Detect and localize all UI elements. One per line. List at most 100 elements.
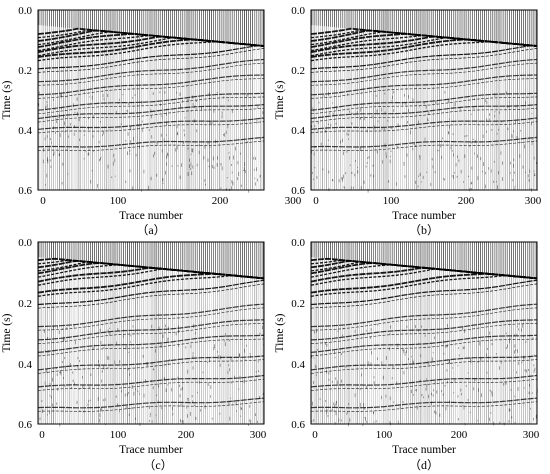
panel-a-noise-dot [205, 183, 206, 186]
panel-c-noise-dot [238, 388, 240, 390]
panel-c-noise-dot [259, 332, 261, 335]
panel-a-noise-dot [227, 124, 229, 129]
panel-c-noise-dot [257, 361, 259, 363]
panel-b-noise-dot [357, 166, 358, 169]
panel-d-xtick-2: 200 [451, 429, 468, 441]
panel-a-noise-dot [162, 178, 164, 182]
panel-d-noise-dot [460, 388, 462, 392]
panel-a-noise-dot [191, 171, 193, 176]
panel-c-noise-dot [107, 329, 109, 333]
panel-b-noise-dot [373, 174, 375, 178]
panel-c-noise-dot [192, 355, 194, 359]
panel-b-noise-dot [419, 154, 421, 157]
panel-d-noise-dot [404, 353, 406, 356]
panel-b-noise-dot [351, 171, 353, 175]
panel-d-noise-dot [481, 393, 482, 397]
panel-d-noise-dot [326, 409, 328, 413]
panel-b-noise-dot [340, 140, 341, 144]
panel-c-noise-dot [62, 338, 64, 342]
panel-c-noise-dot [133, 391, 135, 396]
panel-b-reflection-event [310, 44, 538, 70]
panel-c-noise-dot [187, 414, 188, 418]
panel-a-noise-dot [70, 123, 71, 126]
panel-d-reflection-event [310, 338, 538, 357]
panel-a-noise-dot [209, 146, 211, 148]
panel-a-noise-dot [90, 180, 92, 184]
panel-b-noise-dot [471, 181, 473, 185]
panel-c-noise-dot [64, 385, 66, 387]
panel-b-noise-dot [437, 149, 438, 151]
panel-b-noise-dot [515, 105, 517, 108]
panel-b-reflection-event [310, 62, 538, 86]
panel-d-noise-dot [518, 328, 519, 331]
panel-d-noise-dot [326, 369, 328, 374]
panel-b-noise-dot [454, 102, 456, 107]
panel-a-noise-dot [59, 133, 61, 137]
panel-b-noise-dot [360, 186, 362, 190]
panel-a-noise-dot [139, 145, 140, 149]
panel-a-noise-dot [161, 149, 163, 153]
panel-a-noise-dot [176, 91, 178, 94]
panel-b-noise-dot [453, 153, 454, 157]
panel-a-noise-dot [60, 95, 62, 99]
panel-d-noise-dot [442, 393, 444, 396]
panel-a-noise-dot [208, 165, 210, 168]
panel-d-noise-dot [524, 369, 526, 372]
panel-b-noise-dot [382, 160, 383, 164]
panel-a-noise-dot [134, 94, 136, 96]
panel-d-noise-dot [469, 411, 471, 413]
panel-d-noise-dot [532, 337, 534, 340]
panel-d-xtick-1: 100 [376, 429, 393, 441]
panel-c-noise-dot [163, 377, 165, 381]
panel-c-noise-dot [248, 324, 250, 326]
panel-c-noise-dot [164, 377, 165, 379]
panel-c-noise-dot [152, 386, 154, 390]
panel-b-noise-dot [385, 152, 387, 156]
panel-d-noise-dot [457, 395, 459, 398]
panel-a-noise-dot [196, 129, 198, 133]
panel-b-noise-dot [507, 127, 509, 131]
panel-c-noise-dot [46, 352, 48, 354]
panel-a-noise-dot [221, 166, 223, 171]
panel-d-noise-dot [340, 419, 342, 422]
panel-b-noise-dot [440, 144, 441, 148]
panel-a-noise-dot [54, 108, 56, 110]
panel-c-noise-dot [145, 380, 147, 383]
panel-d-noise-dot [348, 422, 349, 427]
panel-b-noise-dot [448, 99, 449, 103]
panel-a-noise-dot [240, 152, 241, 155]
panel-c-noise-dot [211, 417, 213, 420]
panel-a-noise-dot [98, 140, 100, 144]
panel-c-noise-dot [158, 384, 159, 388]
panel-c-frame [37, 241, 265, 425]
panel-d-noise-dot [370, 328, 372, 332]
panel-b-noise-dot [317, 128, 319, 133]
panel-b-reflection-event [310, 58, 538, 83]
panel-c-ylabel: Time (s) [1, 313, 13, 352]
panel-b-reflection-event [310, 121, 538, 134]
panel-a-noise-dot [38, 91, 40, 94]
panel-d-noise-dot [533, 364, 535, 367]
panel-b-noise-dot [330, 123, 332, 127]
panel-c-noise-dot [230, 381, 232, 384]
panel-b-noise-dot [370, 174, 372, 177]
panel-b-reflection-event [310, 136, 538, 148]
panel-a-noise-dot [150, 109, 152, 112]
panel-b-noise-dot [444, 178, 445, 180]
panel-d-noise-dot [366, 420, 368, 423]
panel-b-noise-dot [335, 122, 337, 125]
panel-c-noise-dot [185, 346, 187, 349]
panel-c-noise-dot [135, 388, 136, 391]
panel-a-noise-dot [248, 189, 250, 193]
panel-c-noise-dot [210, 395, 211, 398]
panel-b-noise-dot [344, 186, 346, 189]
panel-a-noise-dot [196, 163, 198, 167]
panel-c-xtick-0: 0 [39, 429, 45, 441]
panel-b-noise-dot [457, 155, 458, 159]
panel-b-noise-dot [494, 111, 496, 113]
panel-c-plot-area [38, 242, 264, 424]
panel-b-noise-dot [511, 136, 513, 139]
panel-c-noise-dot [146, 361, 148, 366]
panel-d-noise-dot [338, 418, 340, 422]
panel-a-reflection-event [37, 62, 265, 86]
